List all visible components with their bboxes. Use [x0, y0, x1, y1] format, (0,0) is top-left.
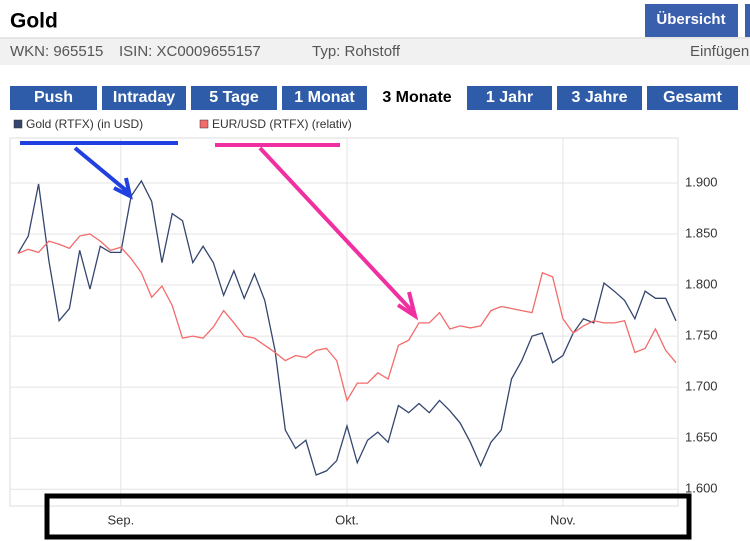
y-tick-label: 1.700	[685, 379, 718, 394]
x-tick-label: Sep.	[107, 512, 134, 527]
y-tick-label: 1.600	[685, 481, 718, 496]
page-title: Gold	[10, 10, 58, 33]
tab[interactable]: 5 Tage	[209, 89, 259, 106]
annotation-arrow	[258, 146, 415, 314]
wkn: WKN: 965515	[10, 43, 103, 60]
legend-label: Gold (RTFX) (in USD)	[26, 117, 143, 131]
plot-frame	[9, 137, 679, 507]
tab-bg[interactable]	[557, 86, 642, 110]
tab-bg[interactable]	[282, 86, 367, 110]
legend-swatch	[13, 119, 23, 129]
series-line	[17, 233, 677, 403]
tab[interactable]: Intraday	[113, 89, 175, 106]
y-tick-label: 1.800	[685, 276, 718, 291]
y-tick-label: 1.850	[685, 225, 718, 240]
x-tick-label: Nov.	[550, 512, 576, 527]
tab-bg[interactable]	[372, 86, 462, 110]
y-tick-label: 1.900	[685, 174, 718, 189]
series-line	[17, 179, 677, 476]
tab-bg[interactable]	[467, 86, 552, 110]
legend-swatch	[199, 119, 209, 129]
y-tick-label: 1.650	[685, 430, 718, 445]
tab[interactable]: Push	[34, 89, 73, 106]
isin: ISIN: XC0009655157	[119, 43, 261, 60]
highlight-box	[44, 493, 692, 540]
tab-bg[interactable]	[10, 86, 97, 110]
arrow-head	[113, 177, 133, 200]
insert-link[interactable]: Einfügen	[690, 43, 749, 60]
button-edge	[745, 4, 750, 37]
legend-label: EUR/USD (RTFX) (relativ)	[212, 117, 352, 131]
tab-bg[interactable]	[647, 86, 738, 110]
y-tick-label: 1.750	[685, 328, 718, 343]
annotation-arrow	[73, 146, 130, 194]
tab[interactable]: 3 Monate	[382, 89, 451, 106]
info-bar	[0, 39, 750, 65]
tab[interactable]: 1 Jahr	[486, 89, 533, 106]
button-bg[interactable]	[645, 4, 738, 37]
tab[interactable]: Gesamt	[663, 89, 722, 106]
tab-bg[interactable]	[191, 86, 277, 110]
x-tick-label: Okt.	[335, 512, 359, 527]
tab[interactable]: 1 Monat	[294, 89, 355, 106]
tab[interactable]: 3 Jahre	[571, 89, 627, 106]
type: Typ: Rohstoff	[312, 43, 401, 60]
arrow-head	[396, 291, 419, 321]
overview-button[interactable]: Übersicht	[656, 11, 725, 28]
tab-bg[interactable]	[102, 86, 186, 110]
